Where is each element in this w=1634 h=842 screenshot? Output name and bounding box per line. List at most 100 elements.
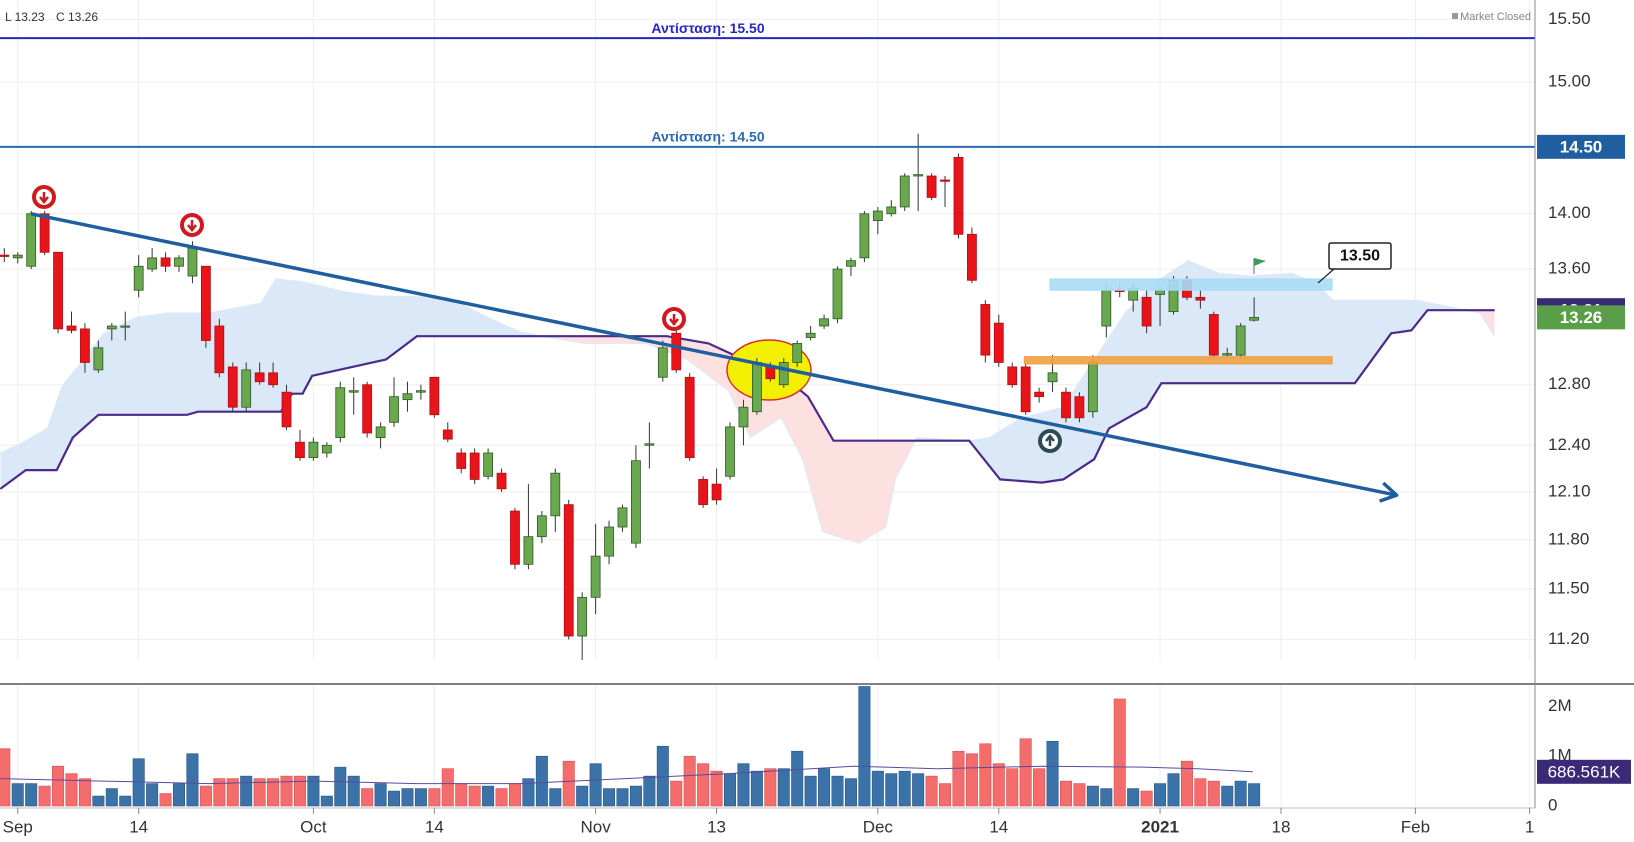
candle-body (577, 596, 588, 637)
price-tag (1537, 134, 1625, 159)
volume-bar (1113, 698, 1126, 807)
candle-body (416, 390, 426, 393)
volume-bar (267, 778, 280, 807)
volume-bar (804, 775, 817, 807)
candle-body (671, 332, 682, 371)
y-tick-label: 14.00 (1548, 203, 1591, 222)
volume-bar (992, 763, 1005, 807)
volume-bar (535, 755, 548, 807)
candle-body (120, 325, 131, 328)
candle-body (872, 210, 883, 221)
volume-bar (522, 778, 535, 807)
candle-body (1249, 316, 1260, 321)
volume-bar (1019, 738, 1032, 807)
candle-body (805, 332, 816, 339)
overlays: Αντίσταση: 15.50 Αντίσταση: 14.50 (0, 20, 1535, 503)
x-tick-label: Feb (1401, 817, 1430, 836)
price-tag (1537, 305, 1625, 330)
candle-body (133, 265, 144, 291)
volume-bar (643, 775, 656, 807)
volume-bar (159, 793, 172, 807)
volume-bar (65, 773, 78, 807)
candle-body (1087, 362, 1098, 413)
volume-bar (965, 753, 978, 807)
volume-bar (1194, 778, 1207, 807)
x-tick-label: 2021 (1141, 817, 1179, 836)
volume-bar (186, 753, 199, 807)
candle-body (980, 304, 991, 356)
volume-bar (226, 778, 239, 807)
volume-bar (1059, 780, 1072, 807)
volume-bar (844, 778, 857, 807)
x-tick-label: 13 (707, 817, 726, 836)
candle-body (738, 406, 749, 428)
candle-body (913, 174, 924, 177)
x-tick-label: Oct (300, 817, 327, 836)
candle-body (26, 213, 37, 267)
buy-signal (1038, 429, 1062, 453)
y-tick-label: 15.50 (1548, 9, 1591, 28)
candle-body (684, 376, 695, 459)
volume-tag (1537, 759, 1631, 784)
candle-body (1155, 289, 1165, 295)
candle-body (200, 265, 211, 341)
volume-ma (0, 765, 1253, 785)
candle-body (106, 325, 117, 330)
volume-bar (871, 770, 884, 807)
volume-bar (791, 750, 804, 807)
candle-body (241, 369, 252, 408)
candle-body (631, 460, 641, 544)
x-tick-label: Dec (863, 817, 894, 836)
volume-bar (508, 783, 521, 807)
volume-bar (724, 773, 737, 807)
candle-body (456, 452, 467, 469)
volume (0, 686, 1261, 807)
volume-bar (388, 790, 401, 807)
volume-bar (495, 788, 508, 807)
y-tick-label: 12.40 (1548, 435, 1591, 454)
volume-bar (173, 783, 186, 807)
y-tick-label: 15.00 (1548, 72, 1591, 91)
volume-bar (320, 795, 333, 807)
y-tick-label: 11.20 (1548, 629, 1589, 648)
volume-bar (119, 795, 132, 807)
volume-bar (1127, 788, 1140, 807)
volume-bar (777, 768, 790, 807)
candle-body (617, 507, 628, 528)
flag (1253, 258, 1266, 274)
volume-bar (939, 783, 952, 807)
candle-body (940, 179, 950, 182)
candle-body (147, 257, 158, 270)
candle-body (1101, 289, 1112, 327)
trend-arrowhead (1379, 481, 1399, 503)
volume-bar (105, 788, 118, 807)
callout-pointer (1317, 268, 1335, 284)
candle-body (1074, 396, 1085, 419)
volume-bar (1154, 783, 1167, 807)
price-tag-label: 13.26 (1560, 308, 1603, 327)
volume-bar (898, 770, 911, 807)
volume-bar (52, 765, 65, 807)
volume-bar (1207, 780, 1220, 807)
status-close: C 13.26 (56, 10, 98, 24)
volume-bar (603, 788, 616, 807)
x-tick-label: Sep (3, 817, 33, 836)
candle-body (496, 472, 507, 490)
candle-body (644, 443, 655, 446)
candle-body (469, 452, 480, 480)
volume-bar (92, 795, 105, 807)
volume-bar (764, 768, 777, 807)
candle-body (590, 555, 601, 598)
candle-body (375, 426, 386, 439)
x-tick-label: 1 (1525, 817, 1534, 836)
resistance-label: Αντίσταση: 15.50 (651, 20, 764, 36)
volume-bar (710, 770, 723, 807)
volume-bar (307, 775, 320, 807)
volume-bar (280, 775, 293, 807)
volume-bar (374, 783, 387, 807)
candle-body (819, 318, 829, 327)
volume-bar (737, 763, 750, 807)
candle-body (765, 366, 776, 380)
candle-body (1047, 372, 1058, 383)
candle-body (657, 347, 668, 378)
